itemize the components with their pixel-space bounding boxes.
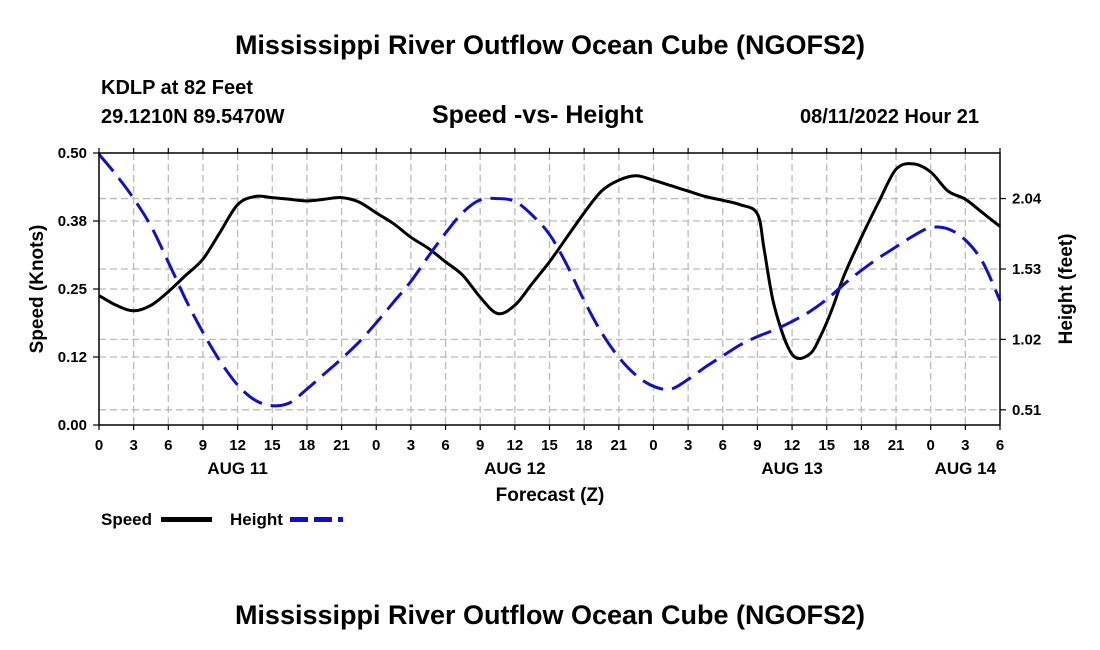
x-tick-label: 3 (684, 437, 692, 454)
coordinates-label: 29.1210N 89.5470W (101, 106, 285, 128)
speed-series-line (98, 162, 1001, 361)
x-tick-label: 0 (372, 437, 380, 454)
x-tick-label: 12 (507, 437, 524, 454)
date-label: AUG 14 (935, 459, 997, 478)
y-tick-label: 0.00 (58, 417, 87, 434)
x-tick-label: 21 (888, 437, 905, 454)
y-tick-label: 0.50 (58, 145, 87, 162)
x-tick-label: 15 (818, 437, 835, 454)
x-tick-label: 18 (299, 437, 316, 454)
x-tick-label: 12 (229, 437, 246, 454)
x-tick-label: 0 (649, 437, 657, 454)
x-tick-label: 0 (927, 437, 935, 454)
y2-axis-label: Height (feet) (1056, 234, 1077, 345)
x-tick-label: 9 (753, 437, 761, 454)
axis-ticks (93, 148, 1006, 430)
x-tick-label: 18 (576, 437, 593, 454)
x-tick-label: 15 (541, 437, 558, 454)
date-label: AUG 11 (207, 459, 267, 478)
x-tick-label: 18 (853, 437, 870, 454)
y2-tick-label: 1.02 (1012, 331, 1041, 348)
y-tick-label: 0.12 (58, 349, 87, 366)
date-label: AUG 12 (484, 459, 545, 478)
y-tick-label: 0.38 (58, 213, 87, 230)
x-tick-label: 3 (129, 437, 137, 454)
station-label: KDLP at 82 Feet (101, 77, 253, 99)
y2-tick-label: 2.04 (1012, 191, 1042, 208)
x-tick-label: 15 (264, 437, 281, 454)
legend-speed-label: Speed (101, 510, 152, 529)
x-tick-label: 6 (719, 437, 727, 454)
y2-tick-label: 1.53 (1012, 261, 1041, 278)
x-axis-label: Forecast (Z) (496, 485, 605, 506)
x-tick-label: 6 (441, 437, 449, 454)
grid (99, 153, 1000, 425)
height-series-line (97, 153, 1002, 408)
x-tick-label: 12 (784, 437, 801, 454)
forecast-datetime: 08/11/2022 Hour 21 (800, 106, 980, 128)
x-tick-label: 0 (95, 437, 103, 454)
series-layer (97, 153, 1002, 408)
x-tick-label: 21 (333, 437, 350, 454)
chart-title: Mississippi River Outflow Ocean Cube (NG… (234, 30, 866, 60)
x-tick-label: 3 (961, 437, 969, 454)
y-axis-label: Speed (Knots) (27, 225, 48, 354)
axis-labels: 0 3 6 9 12 15 18 21 0 3 6 9 12 15 18 21 0 3 6 9 12 15 18 21 0 3 6 A… (27, 145, 1077, 506)
chart-subtitle: Speed -vs- Height (432, 101, 644, 129)
x-tick-label: 21 (610, 437, 627, 454)
x-tick-label: 9 (199, 437, 207, 454)
x-tick-label: 6 (996, 437, 1004, 454)
date-label: AUG 13 (761, 459, 822, 478)
x-tick-label: 3 (407, 437, 415, 454)
y-tick-label: 0.25 (58, 281, 87, 298)
legend-height-label: Height (230, 510, 283, 529)
legend: Speed Height (101, 510, 343, 529)
y2-tick-label: 0.51 (1012, 402, 1041, 419)
x-tick-label: 6 (164, 437, 172, 454)
footer-title: Mississippi River Outflow Ocean Cube (NG… (234, 600, 866, 630)
x-tick-label: 9 (476, 437, 484, 454)
